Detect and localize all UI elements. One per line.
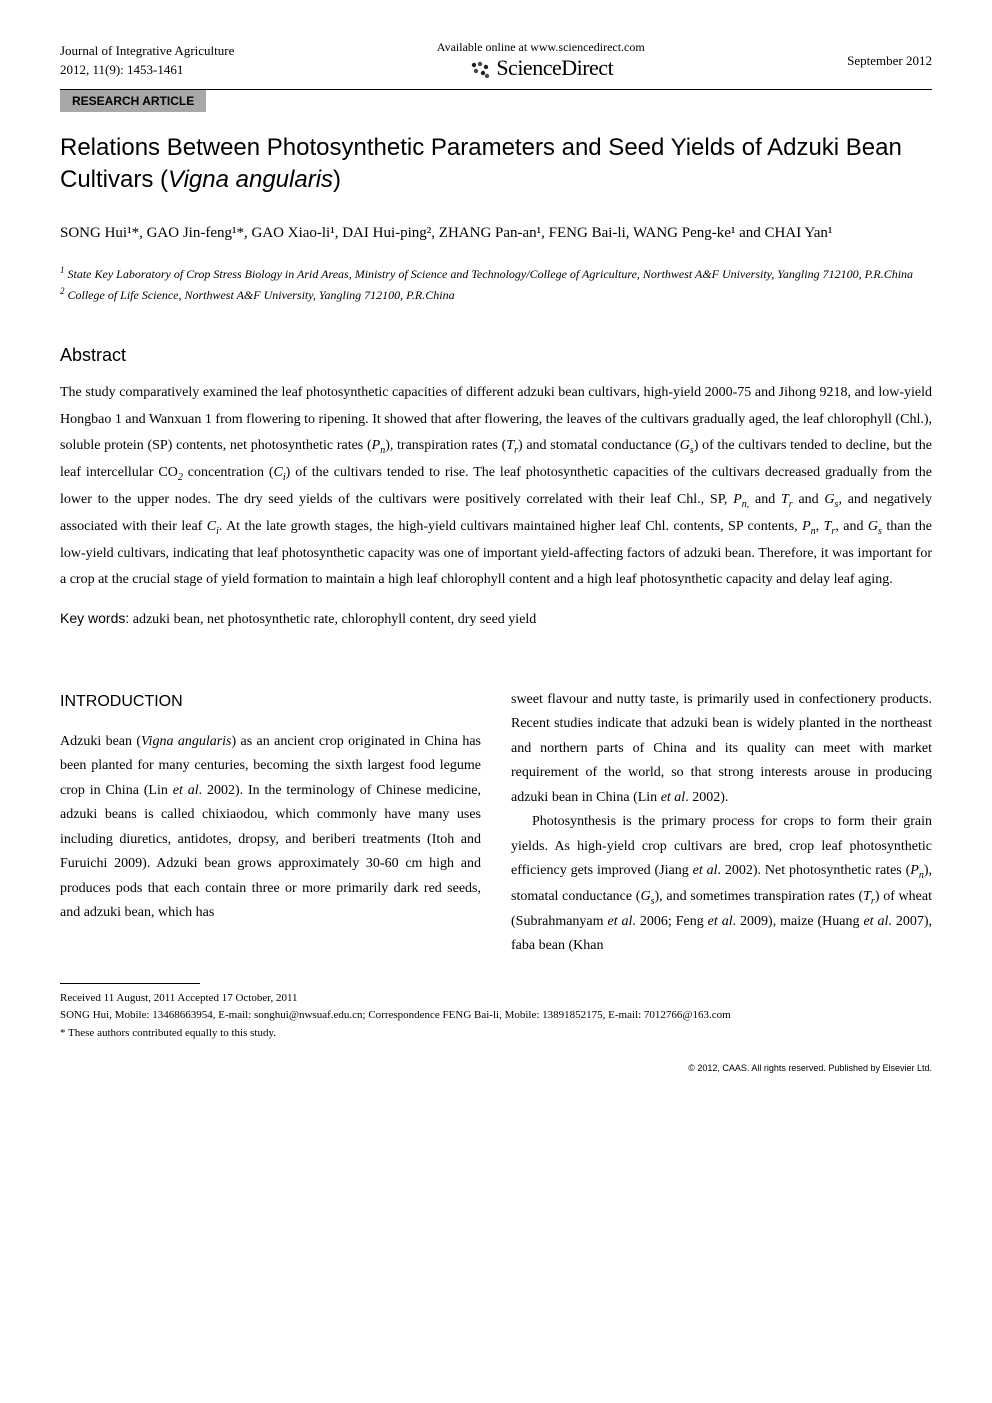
intro-c2-b: et al xyxy=(661,790,686,805)
sciencedirect-icon xyxy=(468,61,492,79)
affiliation-1: 1 State Key Laboratory of Crop Stress Bi… xyxy=(60,263,932,284)
intro-c2-a: sweet flavour and nutty taste, is primar… xyxy=(511,692,932,805)
intro-c2-pn: P xyxy=(910,863,919,878)
abstract-pn: P xyxy=(372,438,381,453)
keywords-text: adzuki bean, net photosynthetic rate, ch… xyxy=(129,612,536,627)
introduction-heading: INTRODUCTION xyxy=(60,688,481,716)
footer-correspondence: SONG Hui, Mobile: 13468663954, E-mail: s… xyxy=(60,1007,932,1025)
abstract-part7: and xyxy=(749,492,781,507)
journal-info: Journal of Integrative Agriculture 2012,… xyxy=(60,42,234,78)
footer-note: * These authors contributed equally to t… xyxy=(60,1025,932,1043)
intro-c2-2b: et al xyxy=(693,863,718,878)
abstract-part11: , and xyxy=(835,519,868,534)
intro-c2-gs: G xyxy=(640,889,650,904)
abstract-heading: Abstract xyxy=(60,345,932,366)
journal-issue: 2012, 11(9): 1453-1461 xyxy=(60,61,234,79)
abstract-tr2: T xyxy=(781,492,789,507)
date-info: September 2012 xyxy=(847,53,932,69)
abstract-part2: ), transpiration rates ( xyxy=(385,438,506,453)
affiliation-2-text: College of Life Science, Northwest A&F U… xyxy=(65,288,455,302)
abstract-part3: ) and stomatal conductance ( xyxy=(518,438,680,453)
intro-c2-tr: T xyxy=(863,889,871,904)
title-species: Vigna angularis xyxy=(168,166,333,193)
keywords: Key words: adzuki bean, net photosynthet… xyxy=(60,610,932,628)
abstract-part9: . At the late growth stages, the high-yi… xyxy=(219,519,802,534)
sciencedirect-box: Available online at www.sciencedirect.co… xyxy=(437,40,645,81)
copyright: © 2012, CAAS. All rights reserved. Publi… xyxy=(60,1063,932,1073)
affiliation-2: 2 College of Life Science, Northwest A&F… xyxy=(60,284,932,305)
intro-c2-2e: ), and sometimes transpiration rates ( xyxy=(655,889,864,904)
abstract-ci2: C xyxy=(207,519,216,534)
header-row: Journal of Integrative Agriculture 2012,… xyxy=(60,40,932,81)
sciencedirect-text: ScienceDirect xyxy=(496,55,613,80)
intro-c2-2k: et al xyxy=(863,914,888,929)
intro-c1-d: . 2002). In the terminology of Chinese m… xyxy=(60,783,481,921)
abstract-part10: , xyxy=(816,519,824,534)
title-close: ) xyxy=(333,166,341,193)
intro-col2-p1: sweet flavour and nutty taste, is primar… xyxy=(511,688,932,811)
keywords-label: Key words: xyxy=(60,610,129,626)
abstract-text: The study comparatively examined the lea… xyxy=(60,380,932,594)
intro-c2-c: . 2002). xyxy=(685,790,728,805)
journal-name: Journal of Integrative Agriculture xyxy=(60,42,234,60)
research-article-badge: RESEARCH ARTICLE xyxy=(60,90,206,112)
column-right: sweet flavour and nutty taste, is primar… xyxy=(511,688,932,959)
abstract-gs: G xyxy=(680,438,690,453)
intro-c2-2h: . 2006; Feng xyxy=(632,914,707,929)
authors: SONG Hui¹*, GAO Jin-feng¹*, GAO Xiao-li¹… xyxy=(60,221,932,245)
column-left: INTRODUCTION Adzuki bean (Vigna angulari… xyxy=(60,688,481,959)
footer-received: Received 11 August, 2011 Accepted 17 Oct… xyxy=(60,990,932,1008)
intro-c1-a: Adzuki bean ( xyxy=(60,734,141,749)
footer-text: Received 11 August, 2011 Accepted 17 Oct… xyxy=(60,990,932,1043)
intro-c1-species: Vigna angularis xyxy=(141,734,231,749)
intro-c2-2g: et al xyxy=(607,914,632,929)
intro-c2-2i: et al xyxy=(708,914,733,929)
abstract-part8a: and xyxy=(793,492,825,507)
abstract-pn2: P xyxy=(733,492,742,507)
affiliations: 1 State Key Laboratory of Crop Stress Bi… xyxy=(60,263,932,305)
intro-c1-c: et al xyxy=(173,783,199,798)
abstract-gs2: G xyxy=(824,492,834,507)
abstract-ci: C xyxy=(274,465,283,480)
intro-c2-2c: . 2002). Net photosynthetic rates ( xyxy=(718,863,911,878)
abstract-tr: T xyxy=(506,438,514,453)
article-title: Relations Between Photosynthetic Paramet… xyxy=(60,132,932,197)
footer-divider xyxy=(60,983,200,984)
two-column-layout: INTRODUCTION Adzuki bean (Vigna angulari… xyxy=(60,688,932,959)
available-online-text: Available online at www.sciencedirect.co… xyxy=(437,40,645,55)
intro-col2-p2: Photosynthesis is the primary process fo… xyxy=(511,810,932,959)
intro-col1-p1: Adzuki bean (Vigna angularis) as an anci… xyxy=(60,730,481,926)
affiliation-1-text: State Key Laboratory of Crop Stress Biol… xyxy=(65,267,914,281)
abstract-pn3: P xyxy=(802,519,811,534)
abstract-part5: concentration ( xyxy=(183,465,274,480)
sciencedirect-logo: ScienceDirect xyxy=(437,55,645,81)
intro-c2-2j: . 2009), maize (Huang xyxy=(733,914,864,929)
abstract-gs3: G xyxy=(868,519,878,534)
